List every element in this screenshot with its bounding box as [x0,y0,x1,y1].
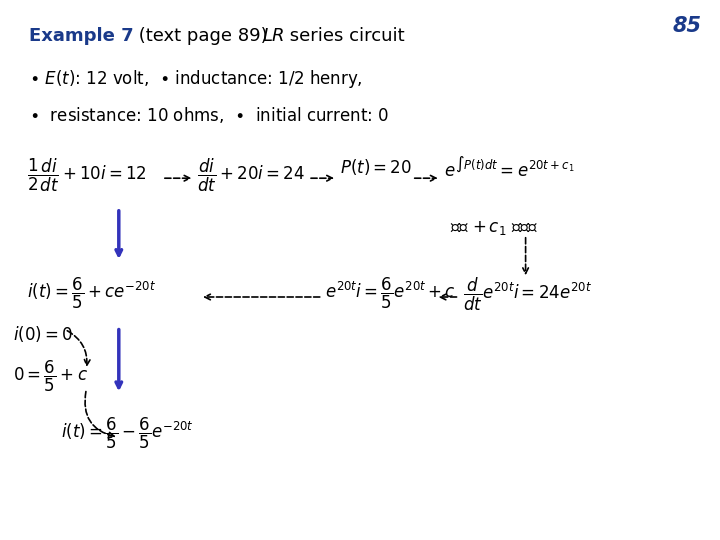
Text: 這裡 $+\,c_1$ 可省略: 這裡 $+\,c_1$ 可省略 [450,219,539,237]
Text: $e^{\int P(t)dt}=e^{20t+c_1}$: $e^{\int P(t)dt}=e^{20t+c_1}$ [444,157,575,181]
Text: $i(0)=0$: $i(0)=0$ [13,324,73,344]
Text: (text page 89): (text page 89) [133,27,285,45]
Text: 85: 85 [673,16,702,36]
Text: $\dfrac{di}{dt}+20i=24$: $\dfrac{di}{dt}+20i=24$ [197,157,305,194]
Text: $0=\dfrac{6}{5}+c$: $0=\dfrac{6}{5}+c$ [13,359,88,394]
Text: $\dfrac{1}{2}\dfrac{di}{dt}+10i=12$: $\dfrac{1}{2}\dfrac{di}{dt}+10i=12$ [27,157,148,194]
Text: $\dfrac{d}{dt}e^{20t}i=24e^{20t}$: $\dfrac{d}{dt}e^{20t}i=24e^{20t}$ [463,275,592,313]
Text: $i(t)=\dfrac{6}{5}+ce^{-20t}$: $i(t)=\dfrac{6}{5}+ce^{-20t}$ [27,275,157,310]
Text: $e^{20t}i=\dfrac{6}{5}e^{20t}+c$: $e^{20t}i=\dfrac{6}{5}e^{20t}+c$ [325,275,456,310]
Text: $i(t)=\dfrac{6}{5}-\dfrac{6}{5}e^{-20t}$: $i(t)=\dfrac{6}{5}-\dfrac{6}{5}e^{-20t}$ [61,416,194,451]
Text: $P(t)=20$: $P(t)=20$ [340,157,412,177]
Text: $\bullet$ $E(t)$: 12 volt,  $\bullet$ inductance: 1/2 henry,: $\bullet$ $E(t)$: 12 volt, $\bullet$ ind… [29,68,363,90]
Text: Example 7: Example 7 [29,27,133,45]
Text: LR: LR [263,27,285,45]
Text: series circuit: series circuit [284,27,405,45]
Text: $\bullet$  resistance: 10 ohms,  $\bullet$  initial current: 0: $\bullet$ resistance: 10 ohms, $\bullet$… [29,105,389,125]
